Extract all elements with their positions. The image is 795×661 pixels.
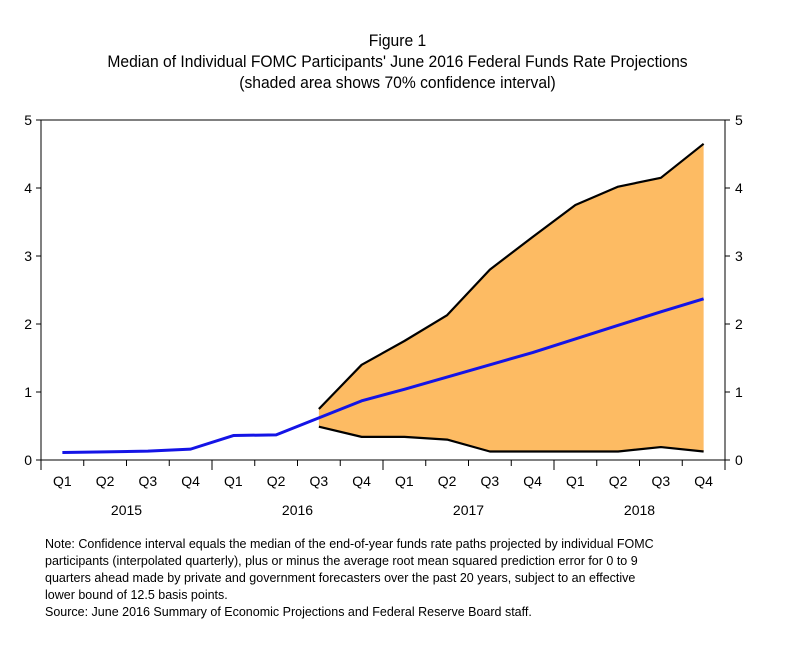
left-y-tick-label: 2 bbox=[24, 316, 32, 332]
left-y-tick-label: 5 bbox=[24, 112, 32, 128]
year-label: 2015 bbox=[111, 502, 142, 518]
note-line: lower bound of 12.5 basis points. bbox=[45, 588, 228, 602]
x-tick-label: Q3 bbox=[310, 473, 329, 489]
x-tick-label: Q1 bbox=[395, 473, 414, 489]
x-tick-label: Q2 bbox=[438, 473, 457, 489]
chart-notes: Note: Confidence interval equals the med… bbox=[45, 536, 765, 621]
lines-layer bbox=[62, 142, 705, 455]
x-tick-label: Q4 bbox=[181, 473, 200, 489]
x-tick-label: Q2 bbox=[267, 473, 286, 489]
right-y-tick-label: 0 bbox=[735, 452, 743, 468]
x-tick-label: Q1 bbox=[566, 473, 585, 489]
left-y-tick-label: 0 bbox=[24, 452, 32, 468]
chart-title: Figure 1 bbox=[368, 31, 427, 50]
x-tick-label: Q1 bbox=[53, 473, 72, 489]
chart-subtitle: Median of Individual FOMC Participants' … bbox=[107, 52, 688, 71]
x-tick-label: Q2 bbox=[96, 473, 115, 489]
upper-bound-line bbox=[318, 142, 705, 410]
right-y-tick-label: 4 bbox=[735, 180, 743, 196]
chart: 0 0 1 1 2 2 3 3 4 4 5 5 Q1 Q2 Q3 Q4 Q1 Q2 Q3 Q4 Q1 Q2 Q3 Q4 Q1 Q2… bbox=[24, 112, 743, 518]
chart-titles: Figure 1 Median of Individual FOMC Parti… bbox=[32, 30, 763, 93]
confidence-band-layer bbox=[318, 143, 704, 452]
source-line: Source: June 2016 Summary of Economic Pr… bbox=[45, 605, 532, 619]
median-projection-line bbox=[62, 297, 705, 455]
axes-layer: 0 0 1 1 2 2 3 3 4 4 5 5 Q1 Q2 Q3 Q4 Q1 Q2 Q3 Q4 Q1 Q2 Q3 Q4 Q1 Q2… bbox=[24, 112, 743, 518]
x-tick-label: Q4 bbox=[694, 473, 713, 489]
x-tick-label: Q4 bbox=[523, 473, 542, 489]
year-label: 2018 bbox=[624, 502, 655, 518]
right-y-tick-label: 2 bbox=[735, 316, 743, 332]
note-line: quarters ahead made by private and gover… bbox=[45, 571, 636, 585]
year-label: 2017 bbox=[453, 502, 484, 518]
confidence-band-area bbox=[318, 143, 704, 452]
left-y-tick-label: 1 bbox=[24, 384, 32, 400]
left-y-tick-label: 4 bbox=[24, 180, 32, 196]
right-y-tick-label: 1 bbox=[735, 384, 743, 400]
right-y-tick-label: 3 bbox=[735, 248, 743, 264]
x-tick-label: Q3 bbox=[481, 473, 500, 489]
right-y-tick-label: 5 bbox=[735, 112, 743, 128]
x-tick-label: Q4 bbox=[352, 473, 371, 489]
year-label: 2016 bbox=[282, 502, 313, 518]
x-tick-label: Q1 bbox=[224, 473, 243, 489]
x-tick-label: Q3 bbox=[652, 473, 671, 489]
left-y-tick-label: 3 bbox=[24, 248, 32, 264]
note-line: participants (interpolated quarterly), p… bbox=[45, 554, 638, 568]
x-tick-label: Q3 bbox=[139, 473, 158, 489]
lower-bound-line bbox=[318, 425, 704, 453]
chart-subtitle-2: (shaded area shows 70% confidence interv… bbox=[239, 73, 556, 92]
note-line: Note: Confidence interval equals the med… bbox=[45, 537, 654, 551]
x-tick-label: Q2 bbox=[609, 473, 628, 489]
